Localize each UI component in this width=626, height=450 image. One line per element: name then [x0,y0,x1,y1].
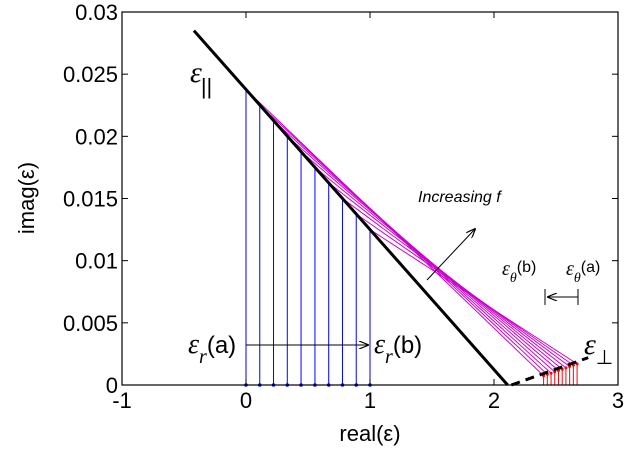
y-tick-label: 0.01 [75,249,118,274]
x-tick-label: 2 [488,388,500,413]
y-axis-label: imag(ε) [14,162,39,234]
eps-parallel-sub: || [201,74,212,99]
eps-theta-b-label: εθ(b) [502,258,536,286]
increasing-f-label: Increasing f [418,189,502,206]
x-tick-label: 0 [240,388,252,413]
increasing-f-arrow [426,229,475,281]
series-line [192,29,509,386]
eps-r-b-label: εr(b) [374,329,422,368]
etheta-point [549,371,553,375]
etheta-point [553,370,557,374]
x-tick-label: 3 [612,388,624,413]
x-axis-label: real(ε) [339,421,400,446]
y-tick-label: 0.02 [75,124,118,149]
mixing-line [328,182,567,369]
mixing-line [369,229,578,365]
x-axis-label-text: real(ε) [339,421,400,446]
eps-perp-label: ε⊥ [584,328,613,369]
y-tick-label: 0.015 [63,187,118,212]
eps-perp-sub: ⊥ [596,345,613,369]
series-line [510,356,589,387]
er-lines [244,89,372,387]
eps-theta-a-label: εθ(a) [566,258,600,286]
y-axis-label-text: imag(ε) [14,162,39,234]
x-tick-label: 1 [364,388,376,413]
y-tick-label: 0.025 [63,62,118,87]
y-tick-label: 0.03 [75,0,118,25]
x-tick-label: -1 [112,388,132,413]
mixing-line [355,213,574,366]
ticks [121,11,619,386]
y-tick-label: 0.005 [63,311,118,336]
series-lines [192,29,589,387]
eps-parallel-label: ε|| [190,56,212,99]
eps-r-a-label: εr(a) [188,329,236,368]
y-tick-label: 0 [106,373,118,398]
etheta-point [564,366,568,370]
mixing-line [342,198,570,367]
